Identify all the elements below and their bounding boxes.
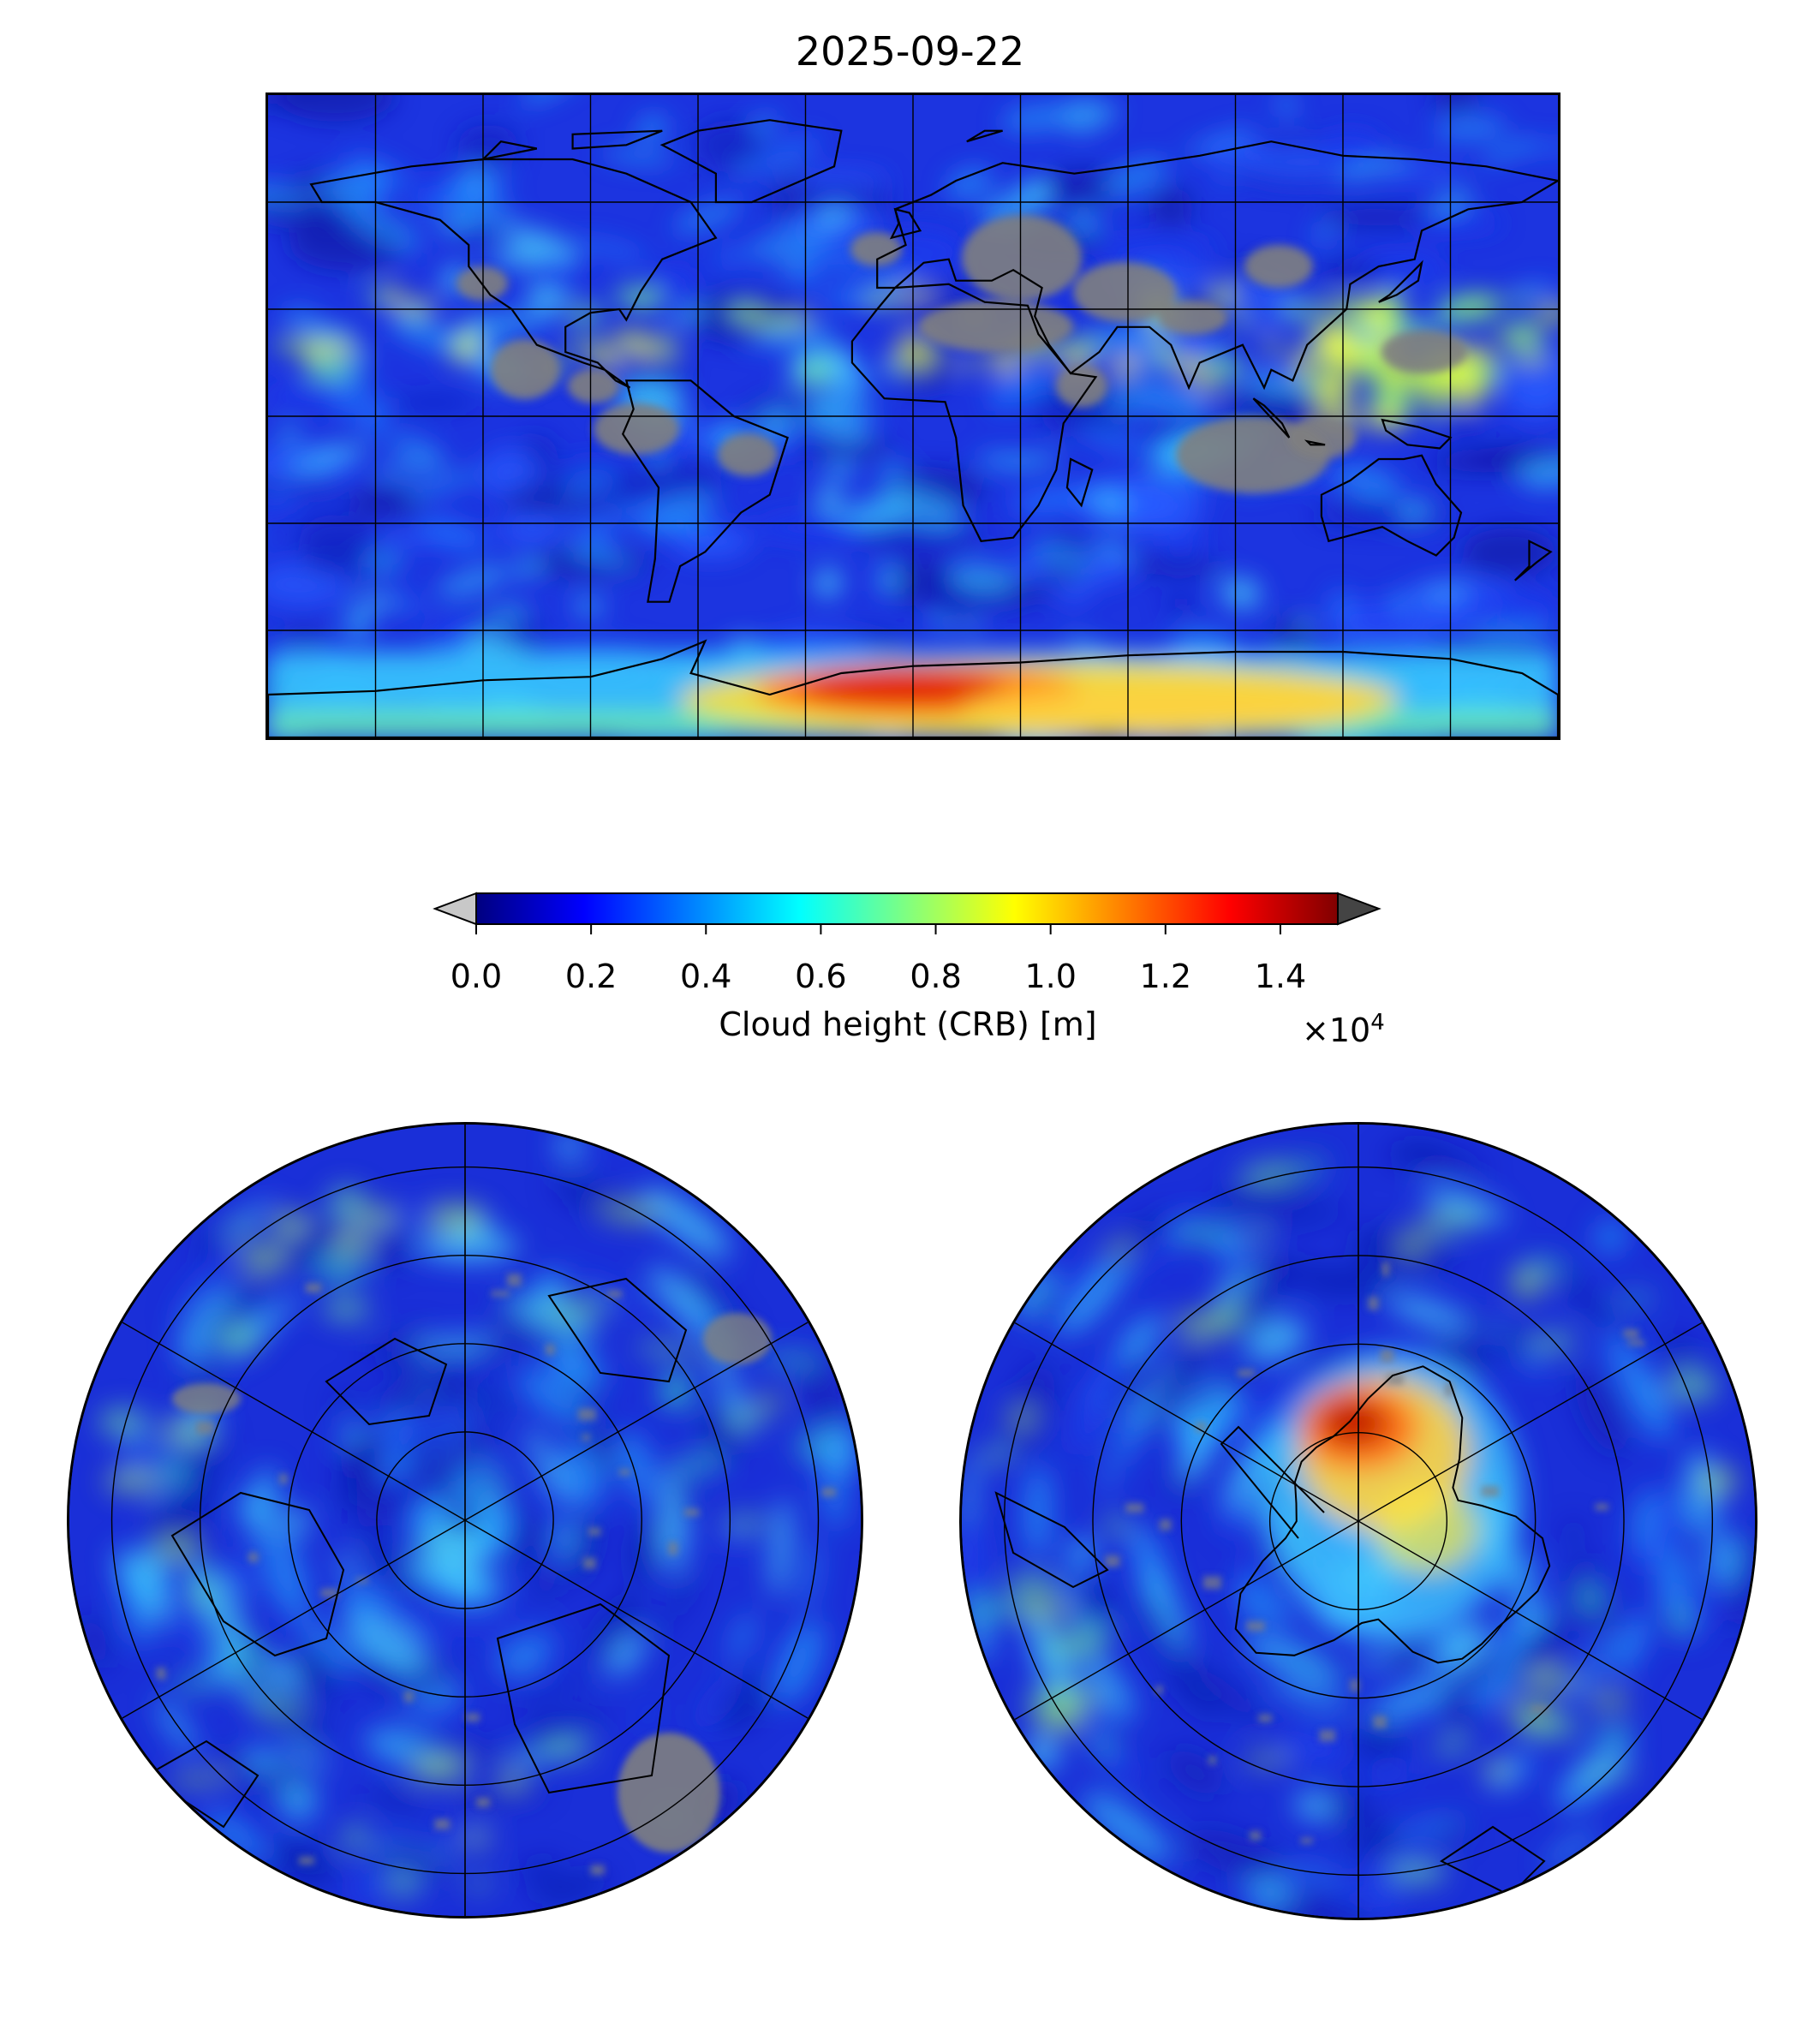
coastlines <box>145 1277 688 1829</box>
coastlines <box>994 1365 1551 1897</box>
figure-title: 2025-09-22 <box>795 28 1025 75</box>
coastline <box>1514 540 1553 582</box>
coastline <box>1220 1425 1325 1539</box>
coastlines <box>268 119 1558 737</box>
coastline <box>1234 1365 1551 1664</box>
global-cloud-height-field <box>268 95 1558 737</box>
colorbar: 0.0 0.2 0.4 0.6 0.8 1.0 1.2 1.4 Cloud height (C… <box>428 874 1396 1049</box>
coastline <box>1320 454 1463 557</box>
colorbar-tick-label: 0.6 <box>795 958 847 995</box>
coastline <box>876 140 1558 391</box>
coastline <box>889 207 922 240</box>
coastline <box>994 1491 1109 1589</box>
colorbar-under-triangle <box>433 892 477 926</box>
coastline <box>1378 260 1423 303</box>
coastline <box>1440 1825 1546 1897</box>
meridian <box>122 1519 466 1719</box>
missing-data-patches <box>1105 1262 1645 1844</box>
coastline <box>268 639 1558 737</box>
coastline <box>621 379 789 603</box>
coastline <box>309 158 718 389</box>
coastline <box>571 129 663 150</box>
coastline <box>1381 418 1453 450</box>
colorbar-label: Cloud height (CRB) [m] <box>719 1006 1097 1043</box>
colorbar-over-triangle <box>1337 892 1381 926</box>
coastline <box>966 129 1003 143</box>
coastline <box>145 1740 260 1829</box>
meridian <box>1014 1322 1359 1522</box>
graticule <box>268 95 1558 737</box>
colorbar-tick-label: 0.2 <box>564 958 618 995</box>
coastline <box>170 1491 345 1657</box>
colorbar-multiplier-exponent: 4 <box>1370 1010 1385 1035</box>
colorbar-multiplier: ×104 <box>1302 1004 1385 1049</box>
coastline <box>850 283 1098 542</box>
colorbar-gradient <box>433 892 1381 934</box>
coastline <box>547 1277 688 1383</box>
coastline <box>325 1337 448 1426</box>
colorbar-tick-label: 0.4 <box>680 958 732 995</box>
meridian <box>1358 1322 1703 1522</box>
north-polar-map-panel <box>67 1122 863 1919</box>
south-polar-map-panel <box>959 1122 1757 1920</box>
meridian <box>1014 1520 1359 1721</box>
south-polar-cloud-height-field <box>962 1125 1755 1918</box>
colorbar-tick-label: 1.2 <box>1139 958 1192 995</box>
meridian <box>122 1322 466 1521</box>
colorbar-tick-label: 1.0 <box>1024 958 1077 995</box>
coastline <box>1304 439 1326 446</box>
north-polar-cloud-height-field <box>69 1125 861 1916</box>
coastline <box>480 140 538 161</box>
meridian <box>464 1519 809 1719</box>
meridian <box>464 1322 809 1521</box>
colorbar-tick-label: 1.4 <box>1254 958 1307 995</box>
colorbar-tick-label: 0.0 <box>450 958 503 995</box>
graticule <box>1003 1125 1714 1918</box>
colorbar-body <box>475 892 1339 925</box>
coastline <box>1252 397 1291 439</box>
global-map-panel <box>266 92 1560 740</box>
coastline <box>496 1602 671 1794</box>
coastline <box>1065 457 1094 508</box>
colorbar-multiplier-prefix: ×10 <box>1302 1012 1371 1049</box>
meridian <box>1358 1520 1703 1721</box>
missing-data-patches <box>156 1274 836 1876</box>
colorbar-tick-label: 0.8 <box>910 958 962 995</box>
graticule <box>110 1125 820 1916</box>
